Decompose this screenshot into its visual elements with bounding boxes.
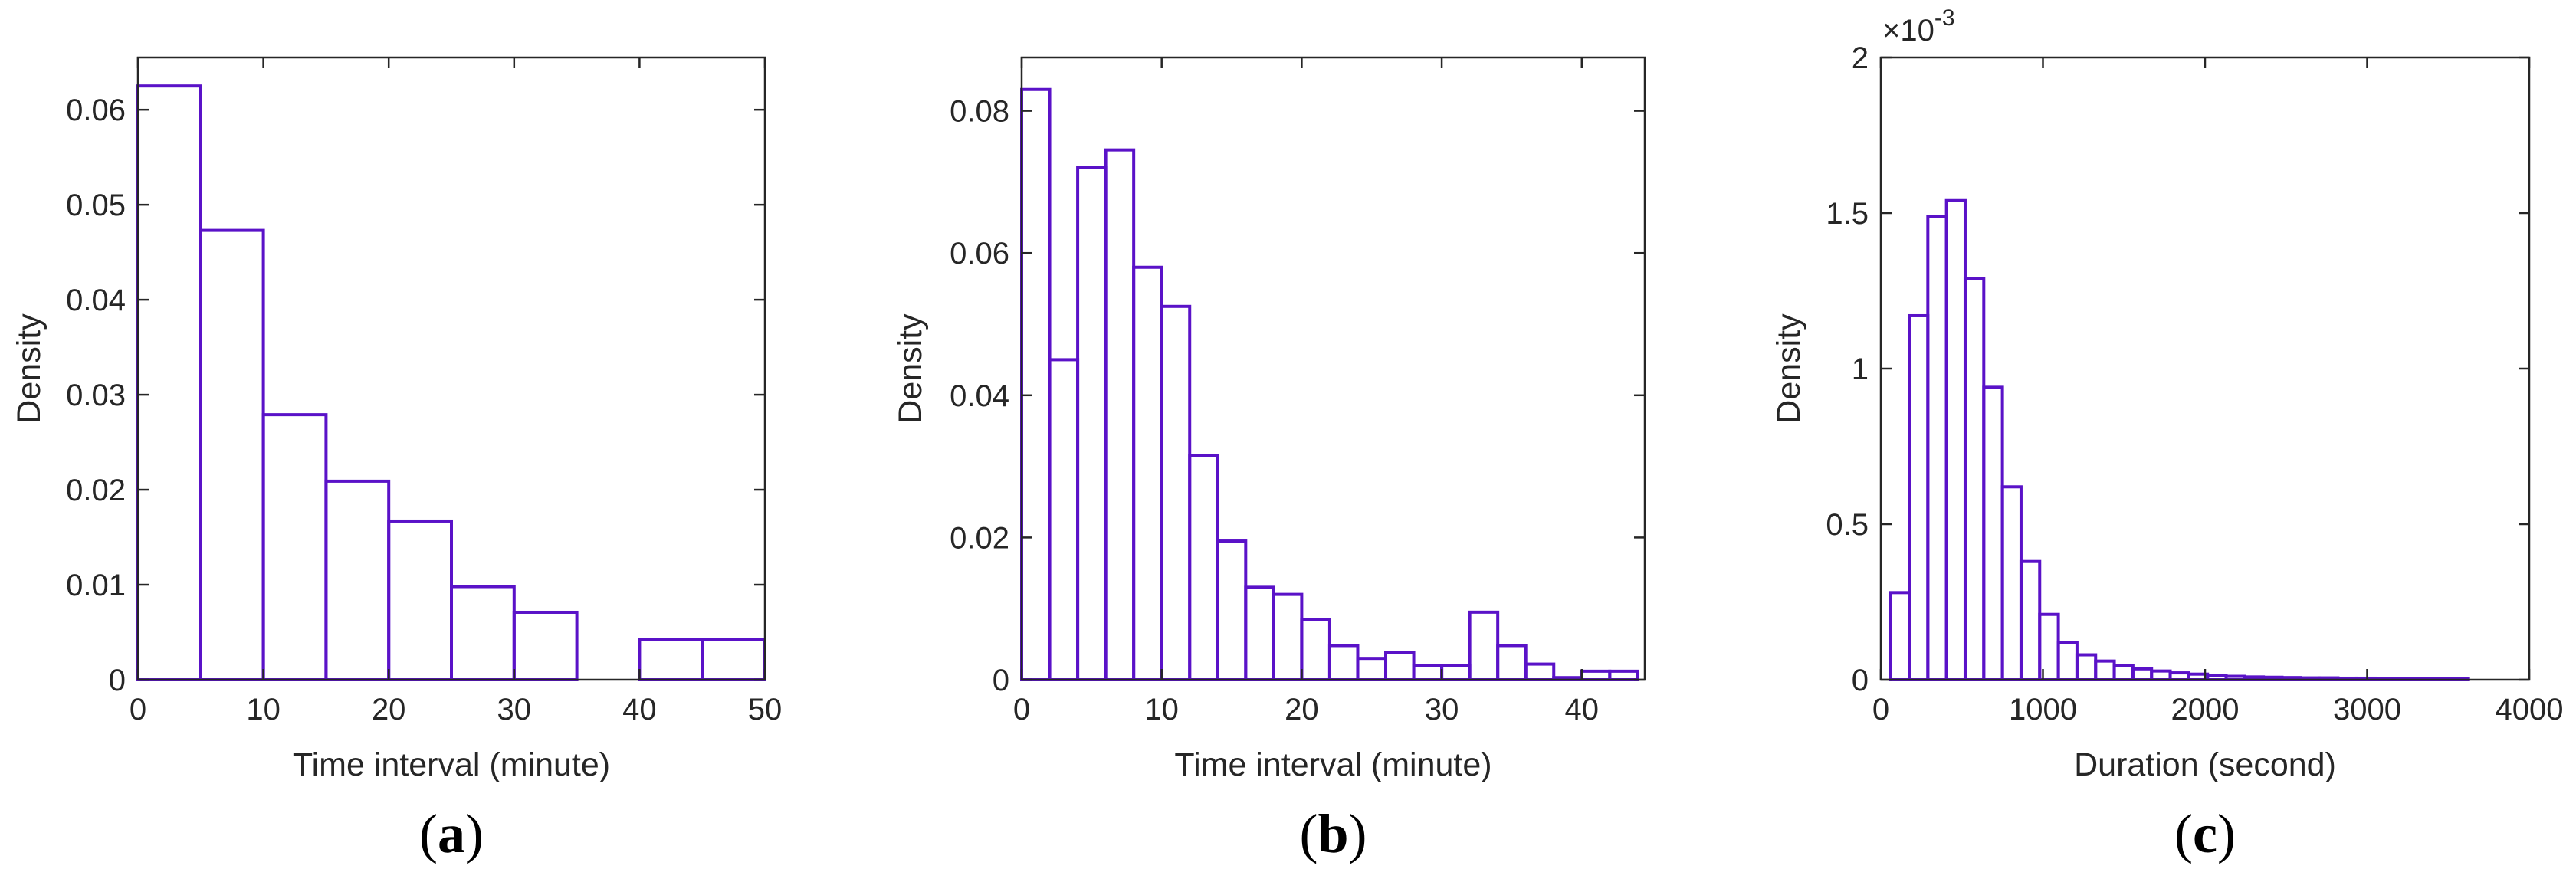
x-tick-label: 50 <box>748 693 783 726</box>
histogram-bar <box>2000 485 2023 682</box>
histogram-bar <box>1608 669 1639 682</box>
histogram-bar <box>2112 664 2135 681</box>
histogram-bar <box>1384 651 1416 682</box>
x-tick-label: 4000 <box>2496 693 2564 726</box>
y-axis-title: Density <box>11 313 48 424</box>
x-tick-label: 10 <box>246 693 281 726</box>
histogram-bar <box>1440 664 1472 682</box>
x-tick-label: 2000 <box>2171 693 2240 726</box>
histogram-bar <box>1188 454 1219 681</box>
x-tick-label: 40 <box>1565 693 1600 726</box>
x-axis-title: Time interval (minute) <box>1174 746 1491 783</box>
histogram-bar <box>1524 662 1556 681</box>
y-tick-label: 0.02 <box>66 474 126 507</box>
histogram-bar <box>1963 277 1986 681</box>
histogram-bar <box>2075 653 2098 682</box>
y-tick-label: 2 <box>1852 41 1869 75</box>
histogram-bar <box>2131 667 2154 681</box>
histogram-bar <box>387 519 454 682</box>
histogram-bar <box>2168 671 2190 681</box>
histogram-bar <box>1048 358 1080 681</box>
histogram-bar <box>1889 591 1911 682</box>
y-tick-label: 0.04 <box>66 284 126 317</box>
y-tick-label: 0.08 <box>950 95 1009 129</box>
chart-panel-a: 0 10 20 30 40 50 0 0.01 0.02 0.03 0.04 0.05 0.06 Time… <box>11 56 783 864</box>
x-tick-label: 40 <box>622 693 657 726</box>
y-tick-label: 1 <box>1852 353 1869 386</box>
axes-frame <box>1879 56 2531 681</box>
histogram-bar <box>1327 644 1360 681</box>
histogram-bar <box>1132 265 1163 681</box>
x-tick-label: 0 <box>1872 693 1889 726</box>
x-tick-label: 30 <box>497 693 532 726</box>
y-tick-label: 0.06 <box>66 93 126 127</box>
y-axis-title: Density <box>1770 313 1807 424</box>
histogram-bar <box>1412 664 1444 682</box>
y-tick-label: 0.03 <box>66 379 126 412</box>
y-tick-label: 0.5 <box>1826 508 1869 542</box>
histogram-bar <box>512 610 579 682</box>
x-tick-label: 30 <box>1425 693 1459 726</box>
histogram-bar <box>1496 644 1528 681</box>
y-tick-label: 0.02 <box>950 521 1009 555</box>
histogram-bar <box>136 84 202 681</box>
histogram-bar <box>199 228 265 681</box>
axes-frame <box>136 56 766 681</box>
histogram-bar <box>1982 385 2004 681</box>
y-tick-label: 0 <box>993 664 1009 697</box>
histogram-bar <box>1926 215 1948 681</box>
histogram-bar <box>1104 148 1136 681</box>
x-tick-label: 0 <box>130 693 146 726</box>
histogram-bar <box>1580 669 1612 682</box>
axes-frame <box>1020 56 1646 681</box>
histogram-bar <box>2019 559 2042 681</box>
histogram-bar <box>2094 659 2116 682</box>
histogram-bar <box>324 479 391 681</box>
chart-panel-c: 0 1000 2000 3000 4000 0 0.5 1 1.5 2 Duration (seco… <box>1770 5 2563 864</box>
histogram-bar <box>638 638 704 681</box>
histogram-bar <box>1076 166 1108 681</box>
x-tick-label: 20 <box>372 693 406 726</box>
panel-label: (b) <box>1299 803 1367 864</box>
x-axis-title: Time interval (minute) <box>293 746 610 783</box>
y-tick-label: 1.5 <box>1826 197 1869 231</box>
y-tick-label: 0.01 <box>66 569 126 602</box>
histogram-bar <box>1244 585 1275 681</box>
histogram-bar <box>1908 313 1930 681</box>
histogram-bar <box>1468 610 1500 682</box>
x-axis-title: Duration (second) <box>2074 746 2336 783</box>
x-tick-label: 1000 <box>2009 693 2077 726</box>
panel-label: (a) <box>419 803 484 864</box>
histogram-bar <box>2150 669 2172 682</box>
histogram-bar <box>261 413 328 681</box>
x-tick-label: 10 <box>1144 693 1179 726</box>
x-tick-label: 0 <box>1013 693 1030 726</box>
histogram-bar <box>2056 641 2079 682</box>
histogram-bar <box>1300 618 1331 681</box>
histogram-bar <box>1160 304 1192 681</box>
histogram-bar <box>1944 198 1967 681</box>
histogram-bar <box>1216 539 1248 681</box>
histogram-bar <box>1356 657 1388 681</box>
y-tick-label: 0.06 <box>950 237 1009 271</box>
histogram-bar <box>1020 87 1052 681</box>
y-tick-label: 0 <box>1852 664 1869 697</box>
y-axis-title: Density <box>892 313 929 424</box>
panel-label: (c) <box>2174 803 2236 864</box>
y-tick-label: 0.04 <box>950 379 1009 413</box>
y-tick-label: 0.05 <box>66 189 126 222</box>
y-tick-label: 0 <box>109 664 126 697</box>
chart-panel-b: 0 10 20 30 40 0 0.02 0.04 0.06 0.08 Time interval … <box>892 56 1646 864</box>
histogram-bar <box>701 638 767 681</box>
x-tick-label: 20 <box>1285 693 1319 726</box>
y-scale-exponent: ×10-3 <box>1882 5 1955 48</box>
histogram-bar <box>450 585 516 682</box>
histogram-bar <box>1272 592 1304 682</box>
x-tick-label: 3000 <box>2333 693 2401 726</box>
